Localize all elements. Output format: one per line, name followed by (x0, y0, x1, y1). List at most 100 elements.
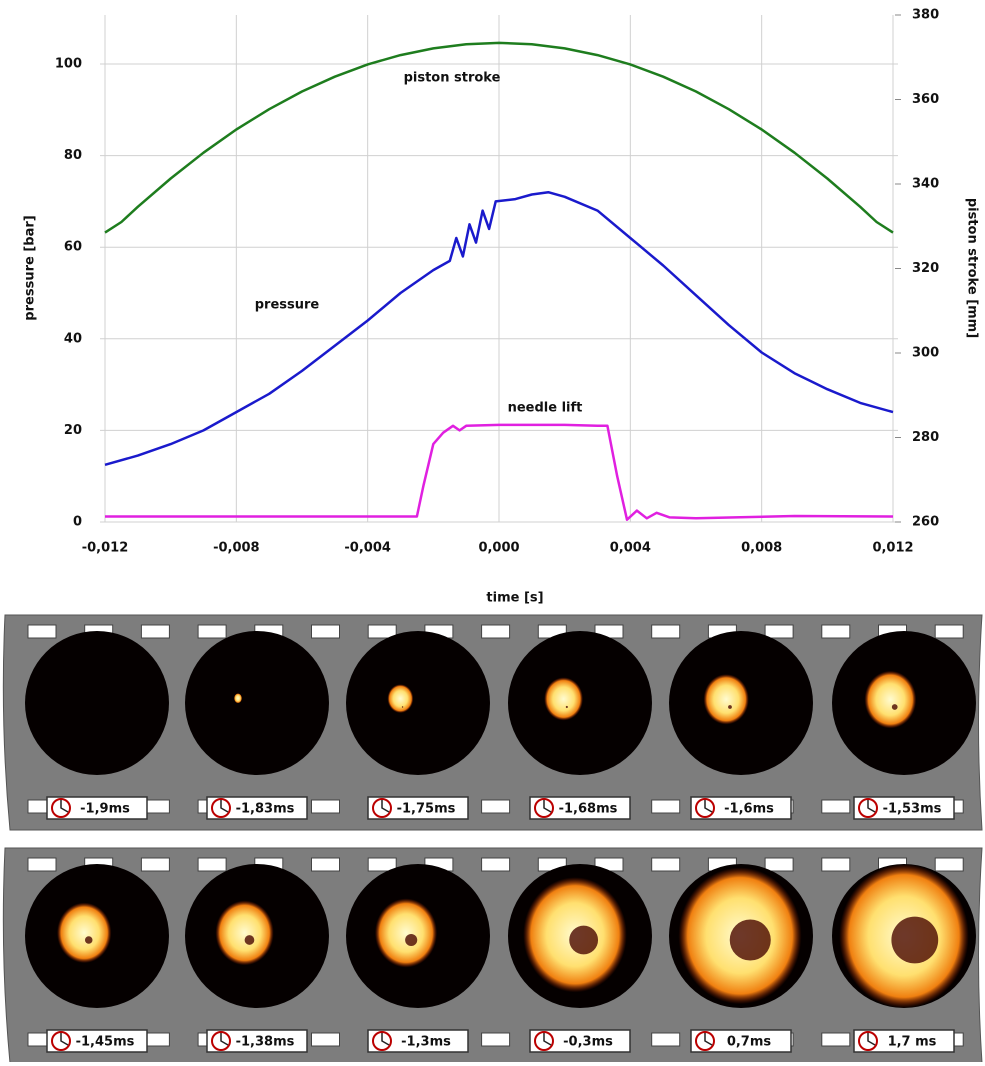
clock-hands (704, 800, 713, 813)
time-label: 0,7ms (727, 1035, 772, 1050)
film-strip: -1,9ms -1,83ms -1,75ms -1,68ms -1,6ms -1,53ms (2, 614, 983, 831)
flame-core (84, 936, 93, 944)
time-label-box (367, 1029, 469, 1053)
flame-core (401, 706, 404, 708)
x-tick-label: -0,012 (82, 541, 129, 556)
series-line (104, 190, 894, 467)
clock-hands (220, 800, 229, 813)
frame-image (25, 631, 169, 775)
flame (703, 674, 749, 725)
clock-hands (543, 800, 552, 813)
y-tick-label: 80 (64, 148, 82, 163)
y-tick-label: 100 (55, 57, 82, 72)
sprocket-hole (367, 857, 397, 872)
time-label: -1,83ms (236, 802, 295, 817)
sprocket-hole (651, 624, 681, 639)
y-tick-label: 60 (64, 240, 82, 255)
y2-axis-label: piston stroke [mm] (965, 198, 980, 338)
sprocket-hole (481, 799, 511, 814)
flame (387, 684, 414, 713)
sprocket-hole (311, 624, 340, 639)
annotation: piston stroke (404, 71, 501, 86)
series-line (104, 41, 894, 234)
sprocket-hole (651, 857, 681, 872)
time-label-box (529, 796, 631, 820)
x-tick-label: -0,008 (213, 541, 260, 556)
x-tick-label: 0,004 (610, 541, 651, 556)
flame-core (891, 916, 939, 964)
flame (544, 677, 584, 721)
time-label-box (529, 1029, 631, 1053)
sprocket-hole (481, 1032, 511, 1047)
sprocket-hole (481, 624, 511, 639)
y2-tick-label: 340 (912, 177, 939, 192)
sprocket-hole (934, 857, 964, 872)
time-label: -1,68ms (559, 802, 618, 817)
y-tick-label: 40 (64, 331, 82, 346)
clock-hands (704, 1033, 713, 1046)
time-label-box (853, 796, 955, 820)
time-label-box (853, 1029, 955, 1053)
flame (374, 898, 438, 968)
sprocket-hole (764, 624, 794, 639)
sprocket-hole (764, 857, 794, 872)
sprocket-hole (367, 624, 397, 639)
sprocket-hole (821, 799, 851, 814)
sprocket-hole (934, 624, 964, 639)
film-strip: -1,45ms -1,38ms -1,3ms -0,3ms 0,7ms 1,7 ms (2, 847, 983, 1064)
time-label: -1,3ms (401, 1035, 451, 1050)
annotation: pressure (255, 298, 320, 313)
frame-image (185, 631, 329, 775)
sprocket-hole (27, 857, 57, 872)
time-label: -1,45ms (76, 1035, 135, 1050)
time-label-box (206, 796, 308, 820)
flame (234, 693, 242, 704)
y-tick-label: 20 (64, 423, 82, 438)
sprocket-hole (140, 857, 170, 872)
clock-hands (867, 1033, 876, 1046)
clock-hands (60, 1033, 69, 1046)
sprocket-hole (651, 1032, 681, 1047)
time-label-box (46, 796, 148, 820)
flame (864, 670, 917, 729)
time-label: -1,6ms (724, 802, 774, 817)
y2-tick-label: 360 (912, 92, 939, 107)
clock-hands (220, 1033, 229, 1046)
flame-core (891, 704, 898, 710)
y-axis-label: pressure [bar] (23, 215, 38, 320)
x-tick-label: -0,004 (344, 541, 391, 556)
time-label-box (367, 796, 469, 820)
x-tick-label: 0,008 (741, 541, 782, 556)
time-label: -1,53ms (883, 802, 942, 817)
sprocket-hole (197, 857, 227, 872)
sprocket-hole (651, 799, 681, 814)
clock-hands (867, 800, 876, 813)
y2-tick-label: 300 (912, 346, 939, 361)
series-line (105, 423, 894, 521)
sprocket-hole (197, 624, 227, 639)
flame-core (728, 705, 732, 709)
time-label-box (206, 1029, 308, 1053)
frame-image (346, 631, 490, 775)
sprocket-hole (481, 857, 511, 872)
sprocket-hole (821, 1032, 851, 1047)
flame (56, 902, 112, 964)
y2-tick-label: 280 (912, 430, 939, 445)
sprocket-hole (140, 624, 170, 639)
clock-hands (60, 800, 69, 813)
time-label: -1,9ms (80, 802, 130, 817)
x-tick-label: 0,000 (478, 541, 519, 556)
flame-core (565, 705, 568, 709)
sprocket-hole (27, 624, 57, 639)
y2-tick-label: 260 (912, 515, 939, 530)
clock-hands (381, 1033, 390, 1046)
flame-core (244, 935, 255, 945)
y2-tick-label: 380 (912, 8, 939, 23)
time-label: -0,3ms (563, 1035, 613, 1050)
time-label-box (46, 1029, 148, 1053)
sprocket-hole (311, 1032, 340, 1047)
clock-hands (543, 1033, 552, 1046)
time-label: -1,38ms (236, 1035, 295, 1050)
